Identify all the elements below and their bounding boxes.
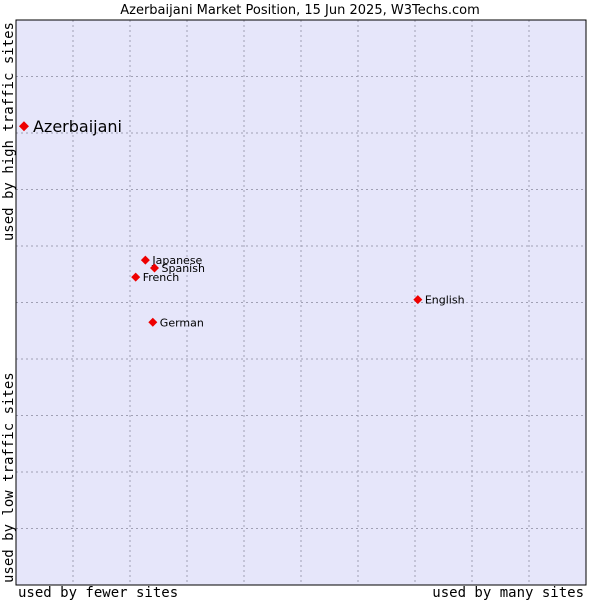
- point-marker-english: [413, 295, 423, 305]
- point-marker-japanese: [140, 255, 150, 265]
- grid-lines: [16, 20, 586, 585]
- x-axis-label-right: used by many sites: [432, 585, 584, 600]
- point-marker-french: [131, 272, 141, 282]
- point-label-spanish: Spanish: [162, 262, 205, 275]
- point-marker-german: [148, 317, 158, 327]
- point-label-german: German: [160, 316, 204, 329]
- y-axis-label-top: used by high traffic sites: [1, 22, 17, 241]
- point-marker-azerbaijani: [18, 121, 29, 132]
- point-label-japanese: Japanese: [151, 254, 202, 267]
- point-label-english: English: [425, 294, 465, 307]
- plot-frame: [15, 19, 587, 586]
- point-label-azerbaijani: Azerbaijani: [33, 117, 122, 136]
- y-axis-label-bottom: used by low traffic sites: [1, 372, 17, 583]
- point-label-french: French: [143, 271, 180, 284]
- point-marker-spanish: [150, 263, 160, 273]
- chart-title: Azerbaijani Market Position, 15 Jun 2025…: [120, 3, 480, 18]
- x-axis-label-left: used by fewer sites: [18, 585, 178, 600]
